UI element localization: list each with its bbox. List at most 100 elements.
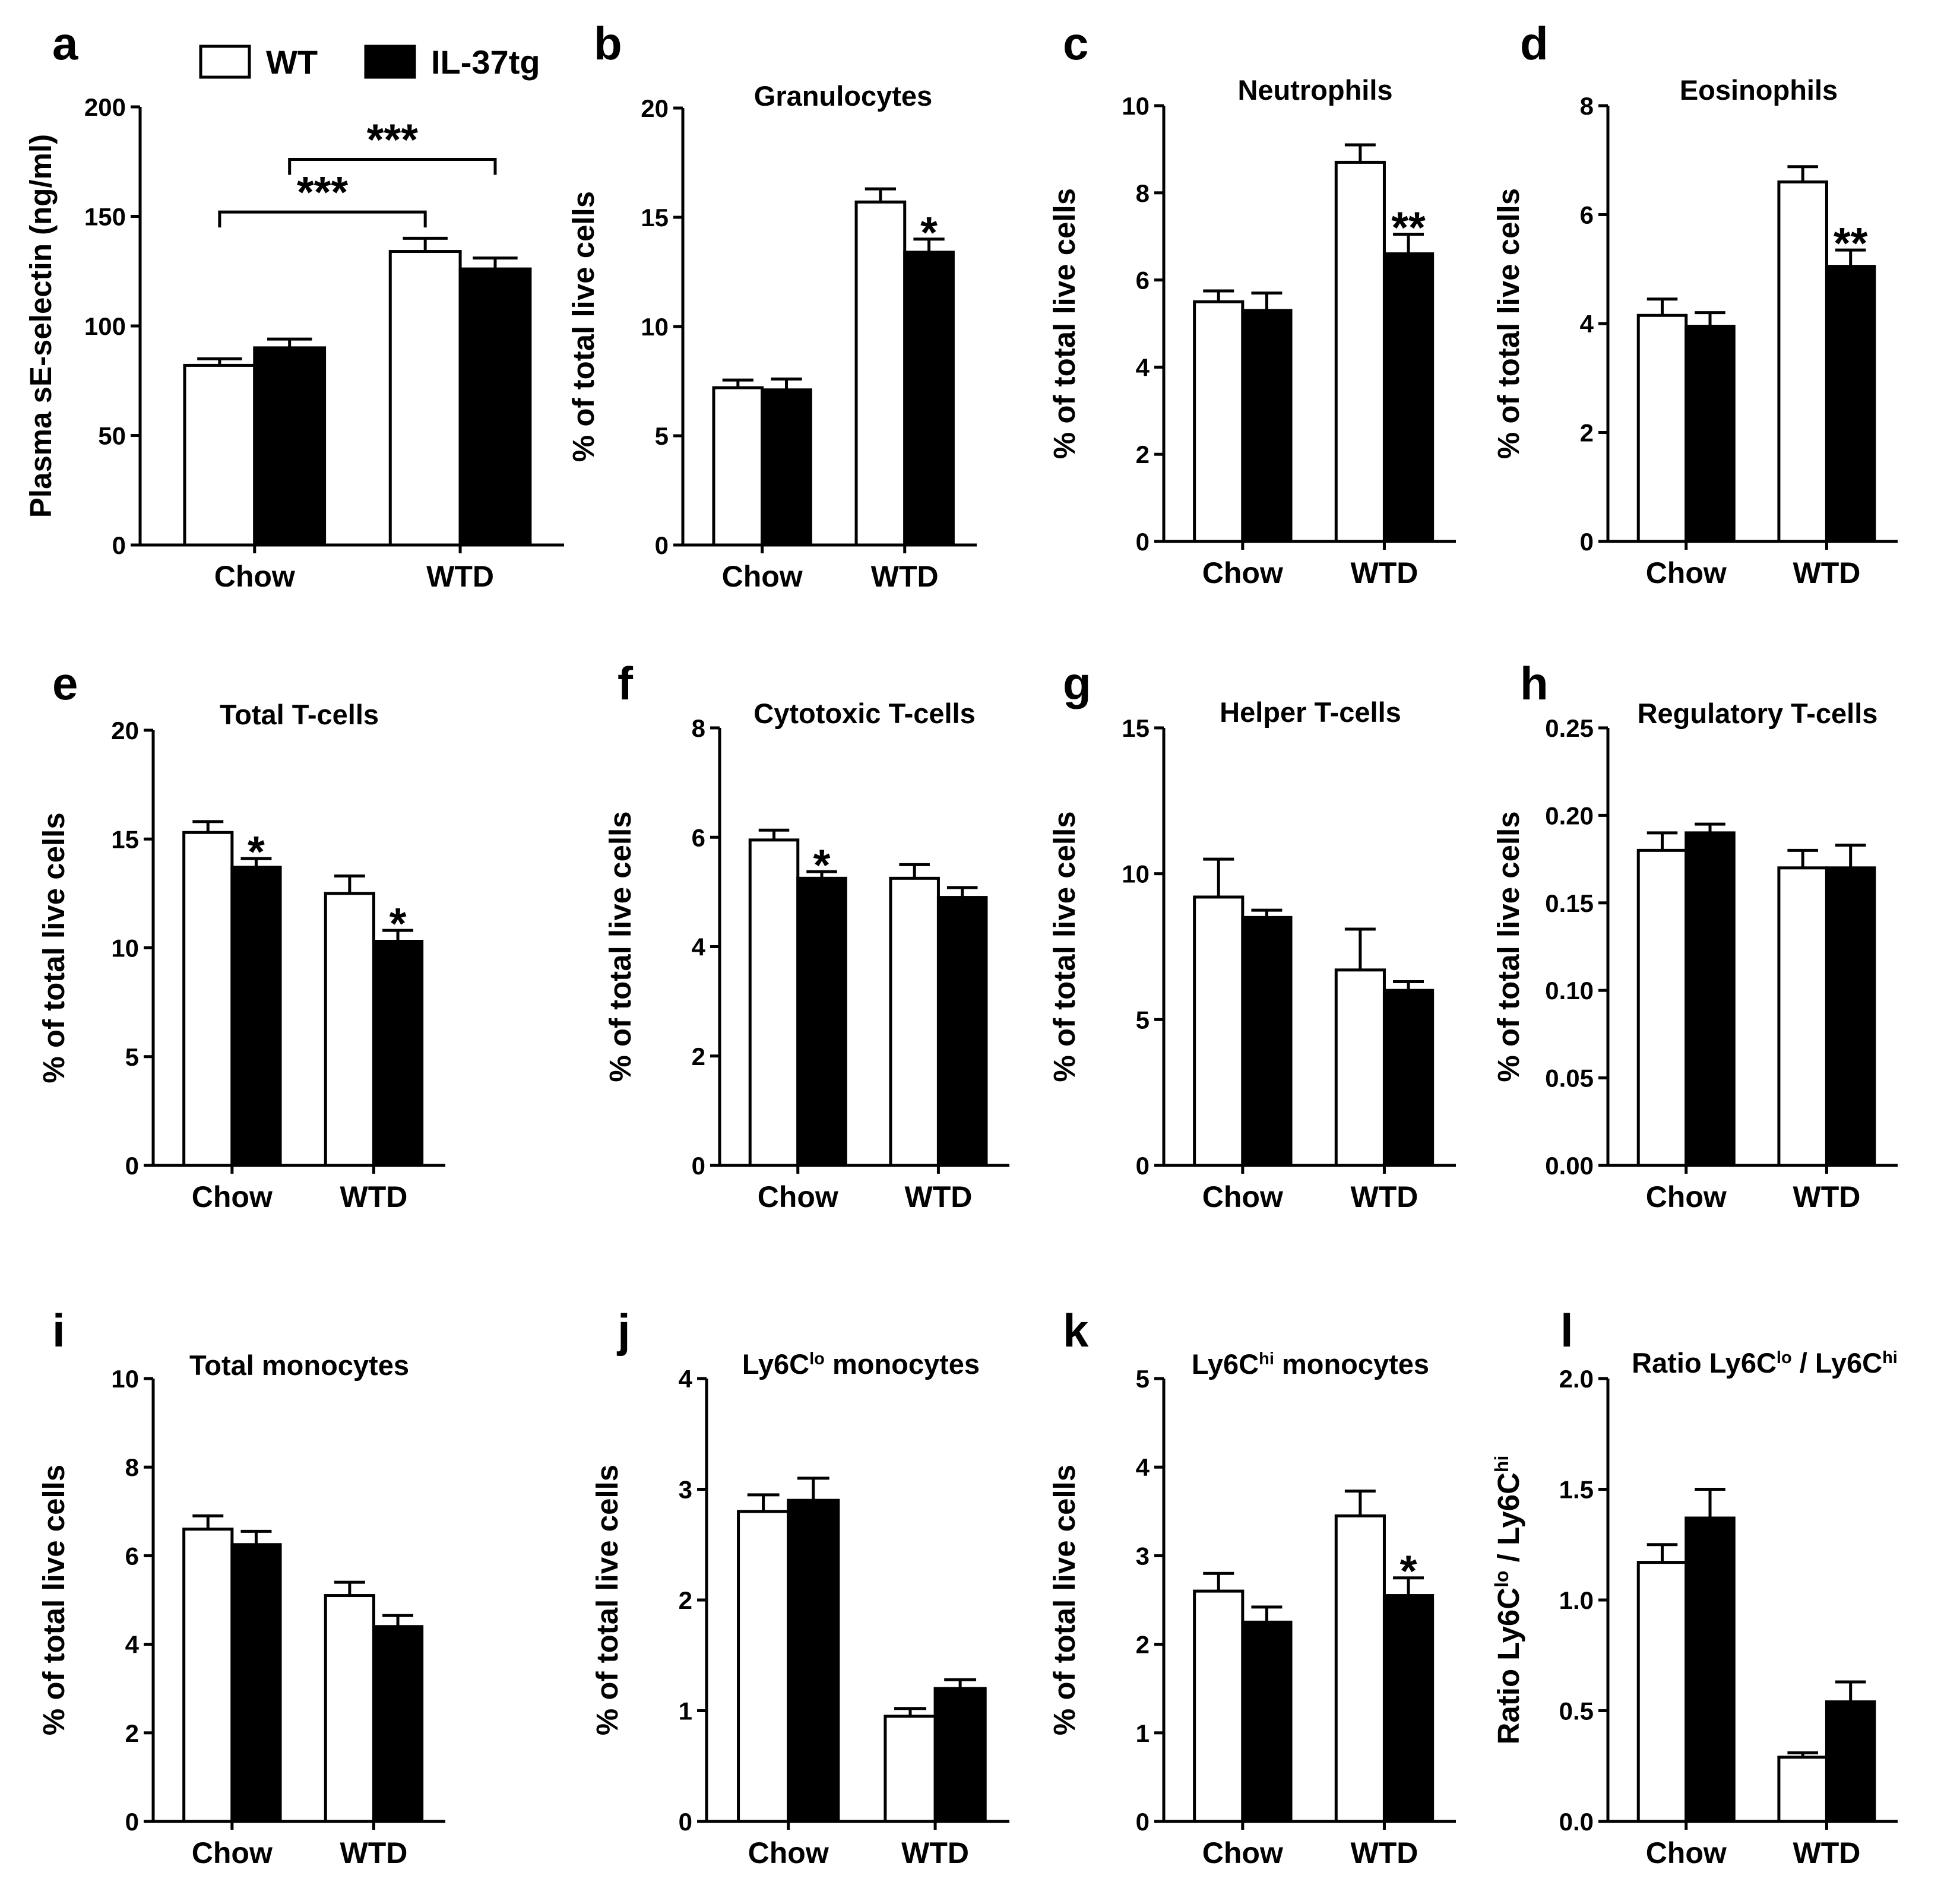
category-label: WTD	[1793, 1180, 1861, 1214]
y-tick-label: 0.25	[1545, 714, 1594, 742]
panel-title: Eosinophils	[1680, 74, 1838, 106]
bar-wt-wtd	[324, 1594, 375, 1823]
significance-marker: *	[920, 208, 938, 257]
y-tick-label: 8	[1136, 179, 1150, 207]
category-label: WTD	[1351, 556, 1418, 590]
bar-wt-wtd	[889, 876, 940, 1167]
y-tick-label: 3	[679, 1476, 692, 1504]
bar-il37tg-chow	[761, 388, 812, 547]
bar-il37tg-wtd	[372, 940, 424, 1167]
bar-il37tg-chow	[230, 1543, 282, 1823]
bar-wt-chow	[712, 386, 764, 547]
category-label: Chow	[214, 560, 295, 593]
bar-il37tg-wtd	[1382, 1594, 1435, 1823]
y-tick-label: 6	[125, 1542, 139, 1570]
panel-label: h	[1520, 657, 1549, 709]
bracket-label: ***	[297, 167, 349, 217]
y-tick-label: 2.0	[1559, 1365, 1594, 1393]
bar-wt-chow	[1636, 313, 1688, 543]
y-tick-label: 15	[641, 204, 669, 232]
category-label: WTD	[871, 560, 939, 593]
y-tick-label: 200	[84, 93, 126, 121]
panel-g: g Helper T-cells 0 5 10 15 Chow WTD % of total l…	[1047, 657, 1456, 1214]
significance-marker: *	[390, 899, 407, 948]
panel-k: k Ly6Chi monocytes 0 1 2 3 4 5 Chow WTD % of total…	[1047, 1304, 1456, 1870]
y-tick-label: 100	[84, 312, 126, 340]
panel-label: g	[1063, 657, 1091, 709]
panel-label: d	[1520, 17, 1549, 69]
y-tick-label: 8	[125, 1453, 139, 1481]
panel-title: Granulocytes	[754, 80, 932, 112]
y-axis-label: % of total live cells	[566, 191, 600, 462]
category-label: WTD	[905, 1180, 973, 1214]
y-tick-label: 2	[679, 1586, 692, 1614]
category-label: Chow	[1646, 1836, 1727, 1870]
panel-a: a 0 50 100 150 200 Chow WTD Plasma sE-selectin (…	[24, 17, 564, 593]
category-label: Chow	[1202, 1836, 1283, 1870]
y-tick-label: 0.0	[1559, 1808, 1594, 1836]
category-label: Chow	[1646, 556, 1727, 590]
category-label: Chow	[748, 1836, 829, 1870]
category-label: Chow	[1202, 1180, 1283, 1214]
bar-wt-wtd	[1334, 160, 1386, 543]
y-tick-label: 1.0	[1559, 1586, 1594, 1614]
y-tick-label: 4	[1136, 353, 1150, 381]
y-tick-label: 5	[125, 1043, 139, 1071]
y-axis-label: % of total live cells	[1047, 188, 1081, 459]
y-tick-label: 10	[111, 934, 139, 962]
y-tick-label: 0	[679, 1808, 692, 1836]
y-tick-label: 2	[1136, 441, 1150, 468]
category-label: WTD	[1793, 1836, 1861, 1870]
bar-wt-chow	[748, 838, 800, 1167]
significance-marker: *	[1400, 1547, 1417, 1596]
category-label: WTD	[1793, 556, 1861, 590]
y-tick-label: 1	[679, 1697, 692, 1725]
panel-label: l	[1560, 1304, 1573, 1357]
bar-il37tg-wtd	[903, 251, 955, 547]
bar-wt-wtd	[388, 250, 462, 547]
y-axis-label: Ratio Ly6Clo / Ly6Chi	[1491, 1456, 1525, 1745]
category-label: Chow	[1202, 556, 1283, 590]
panel-title: Regulatory T-cells	[1638, 698, 1878, 729]
bar-il37tg-wtd	[1825, 866, 1876, 1167]
category-label: Chow	[192, 1836, 273, 1870]
bar-il37tg-wtd	[1825, 1700, 1876, 1823]
bar-il37tg-wtd	[372, 1625, 424, 1823]
bar-wt-wtd	[1777, 180, 1828, 543]
significance-marker: **	[1391, 203, 1426, 252]
bar-wt-chow	[1193, 300, 1245, 543]
y-axis-label: % of total live cells	[1492, 188, 1525, 459]
category-label: Chow	[192, 1180, 273, 1214]
panel-title: Cytotoxic T-cells	[753, 698, 976, 729]
panel-b: b Granulocytes 0 5 10 15 20 Chow WTD % of total l…	[566, 17, 977, 593]
bar-wt-chow	[1636, 1561, 1688, 1823]
y-tick-label: 0.10	[1545, 977, 1594, 1005]
bar-il37tg-chow	[253, 346, 327, 547]
y-axis-label: % of total live cells	[590, 1465, 624, 1735]
bar-wt-chow	[183, 363, 257, 547]
panel-title: Neutrophils	[1237, 74, 1392, 106]
panel-label: i	[52, 1304, 65, 1357]
panel-title: Total T-cells	[220, 699, 379, 730]
panel-title: Helper T-cells	[1220, 696, 1401, 728]
y-tick-label: 0	[125, 1808, 139, 1836]
category-label: Chow	[758, 1180, 838, 1214]
bar-il37tg-wtd	[1382, 252, 1435, 543]
bar-il37tg-wtd	[1825, 265, 1876, 543]
y-tick-label: 10	[641, 313, 669, 341]
y-axis-label: % of total live cells	[603, 811, 637, 1082]
panel-label: e	[52, 657, 78, 709]
bar-wt-wtd	[854, 200, 907, 547]
y-tick-label: 50	[98, 422, 126, 450]
y-tick-label: 0	[1136, 1152, 1150, 1180]
bar-il37tg-wtd	[936, 896, 988, 1167]
bar-wt-wtd	[1334, 968, 1386, 1167]
y-tick-label: 150	[84, 203, 126, 231]
category-label: WTD	[901, 1836, 969, 1870]
y-tick-label: 0	[692, 1152, 705, 1180]
significance-marker: *	[248, 827, 265, 876]
category-label: Chow	[1646, 1180, 1727, 1214]
y-axis-label: % of total live cells	[37, 1465, 71, 1735]
y-tick-label: 10	[111, 1365, 139, 1393]
y-tick-label: 5	[1136, 1365, 1150, 1393]
